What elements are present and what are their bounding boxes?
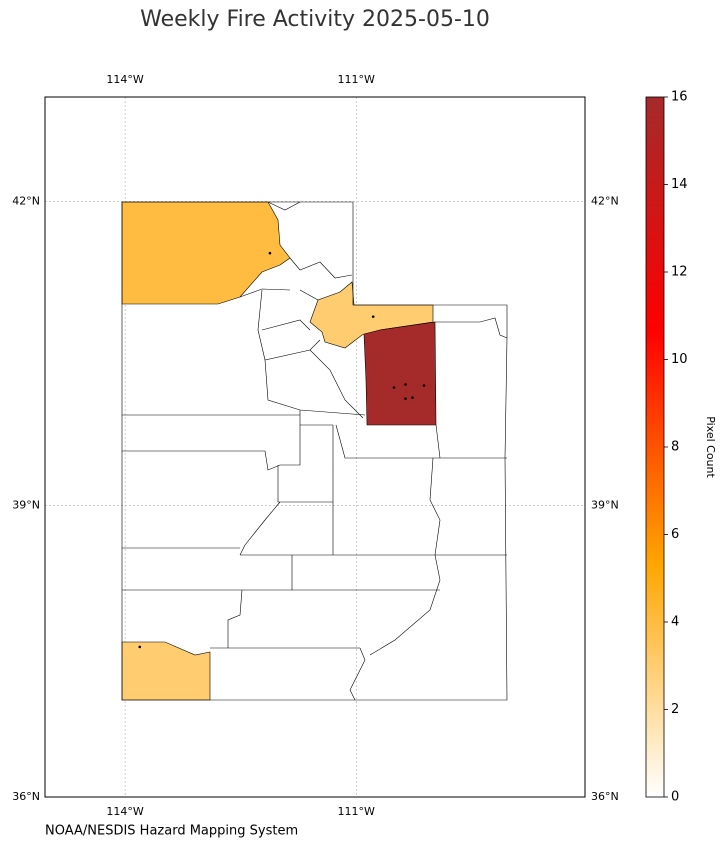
fire-point	[404, 383, 407, 386]
colorbar-tick-label: 14	[671, 177, 688, 192]
colorbar-tick-label: 6	[671, 527, 679, 542]
y-tick-label: 39°N	[12, 499, 40, 512]
x-tick-label: 111°W	[338, 805, 375, 818]
fire-point	[138, 645, 142, 649]
y-tick-label: 36°N	[591, 790, 619, 803]
y-tick-label: 42°N	[12, 195, 40, 208]
region	[121, 201, 291, 305]
counties	[121, 201, 508, 701]
colorbar-tick-label: 10	[671, 352, 688, 367]
chart-title: Weekly Fire Activity 2025-05-10	[140, 7, 490, 32]
fire-point	[268, 251, 272, 255]
fire-point	[371, 315, 375, 318]
colorbar-tick-label: 16	[671, 90, 688, 105]
colorbar-tick-label: 4	[671, 615, 679, 630]
fire-point	[404, 397, 407, 400]
y-tick-label: 36°N	[12, 790, 40, 803]
region	[363, 321, 437, 426]
region	[121, 641, 211, 701]
fire-point	[422, 384, 426, 387]
colorbar	[645, 96, 665, 798]
y-tick-label: 39°N	[591, 499, 619, 512]
y-tick-label: 42°N	[591, 195, 619, 208]
colorbar-label: Pixel Count	[704, 416, 717, 478]
x-tick-label: 114°W	[106, 73, 143, 86]
fire-point	[411, 396, 414, 399]
x-tick-label: 114°W	[106, 805, 143, 818]
colorbar-tick-label: 2	[671, 702, 679, 717]
map-frame	[44, 96, 586, 798]
county-lines	[122, 201, 508, 701]
fire-point	[392, 386, 396, 389]
fire-points	[138, 251, 426, 649]
colorbar-tick-label: 12	[671, 265, 688, 280]
x-tick-label: 111°W	[338, 73, 375, 86]
source-note: NOAA/NESDIS Hazard Mapping System	[45, 824, 298, 839]
colorbar-tick-label: 8	[671, 440, 679, 455]
colorbar-tick-label: 0	[671, 790, 679, 805]
